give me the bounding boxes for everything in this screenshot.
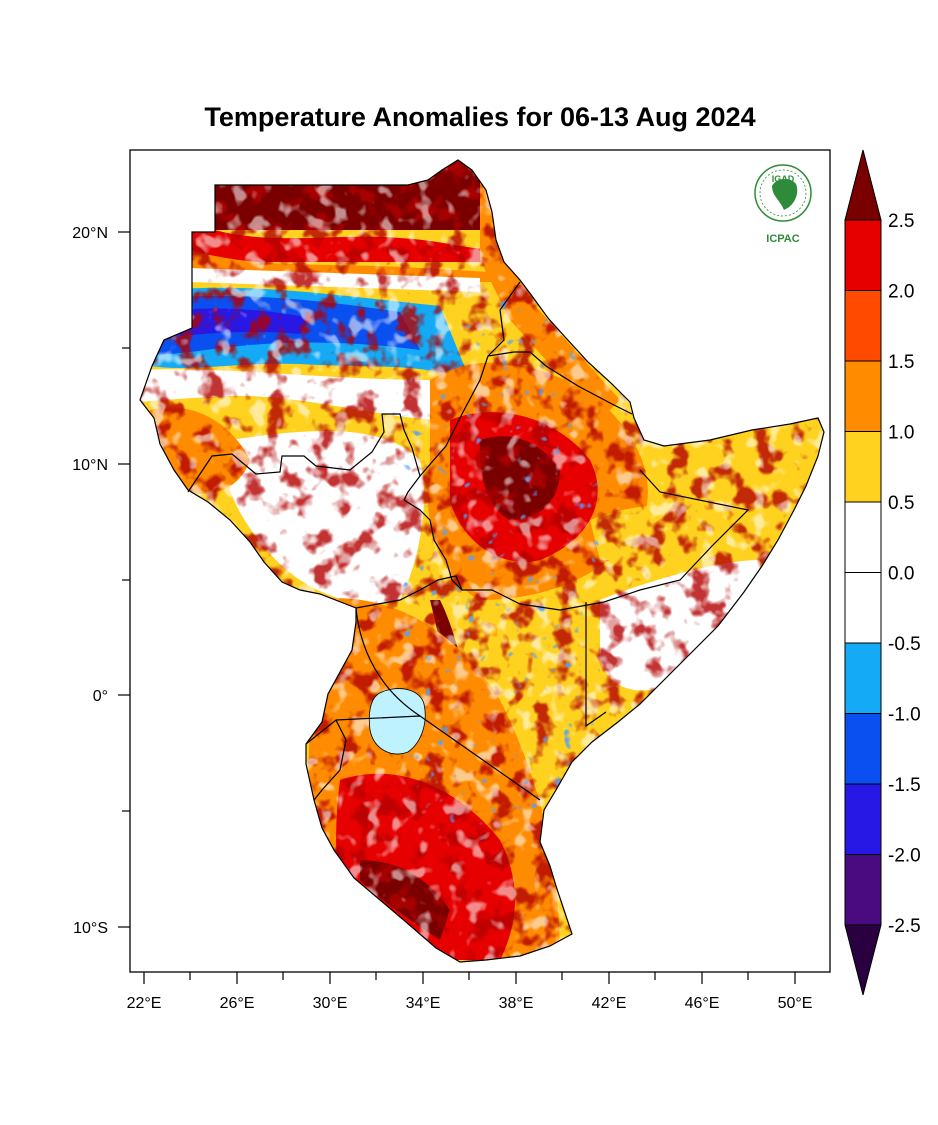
colorbar-swatch bbox=[844, 431, 882, 503]
colorbar bbox=[844, 149, 882, 996]
colorbar-swatch bbox=[844, 642, 882, 714]
colorbar-label: -1.5 bbox=[888, 775, 921, 796]
lake-victoria bbox=[368, 688, 426, 755]
colorbar-swatch bbox=[844, 572, 882, 644]
lon-tick-label: 26°E bbox=[220, 995, 255, 1012]
colorbar-labels: 2.5 2.0 1.5 1.0 0.5 0.0 -0.5 -1.0 -1.5 -2.0 -2.5 bbox=[888, 211, 921, 937]
igad-icpac-logo: IGAD ICPAC bbox=[754, 164, 812, 245]
lon-tick-label: 30°E bbox=[313, 995, 348, 1012]
lat-tick-label: 10°N bbox=[72, 457, 108, 474]
colorbar-label: 2.0 bbox=[888, 282, 914, 303]
colorbar-label: 2.5 bbox=[888, 211, 914, 232]
colorbar-swatch bbox=[844, 854, 882, 926]
lat-tick-label: 0° bbox=[93, 688, 108, 705]
lat-tick-label: 20°N bbox=[72, 225, 108, 242]
colorbar-label: 0.5 bbox=[888, 493, 914, 514]
colorbar-top-arrow bbox=[844, 149, 882, 221]
axis-ticks bbox=[118, 231, 796, 984]
lon-tick-label: 46°E bbox=[685, 995, 720, 1012]
lon-tick-label: 22°E bbox=[127, 995, 162, 1012]
lon-tick-labels: 22°E 26°E 30°E 34°E 38°E 42°E 46°E 50°E bbox=[127, 995, 813, 1012]
colorbar-swatch bbox=[844, 219, 882, 291]
lon-tick-label: 38°E bbox=[499, 995, 534, 1012]
colorbar-label: -1.0 bbox=[888, 705, 921, 726]
colorbar-swatch bbox=[844, 290, 882, 362]
colorbar-label: 1.0 bbox=[888, 423, 914, 444]
colorbar-label: -2.5 bbox=[888, 916, 921, 937]
lon-tick-label: 50°E bbox=[778, 995, 813, 1012]
colorbar-bottom-arrow bbox=[844, 924, 882, 996]
colorbar-label: 0.0 bbox=[888, 564, 914, 585]
lon-tick-label: 34°E bbox=[406, 995, 441, 1012]
colorbar-swatch bbox=[844, 360, 882, 432]
lat-tick-label: 10°S bbox=[73, 920, 108, 937]
logo-bottom-text: ICPAC bbox=[766, 233, 799, 245]
colorbar-label: -0.5 bbox=[888, 634, 921, 655]
colorbar-swatch bbox=[844, 501, 882, 573]
colorbar-swatch bbox=[844, 783, 882, 855]
colorbar-label: -2.0 bbox=[888, 846, 921, 867]
lon-tick-label: 42°E bbox=[592, 995, 627, 1012]
logo-top-text: IGAD bbox=[772, 174, 795, 184]
lat-tick-labels: 20°N 10°N 0° 10°S bbox=[72, 225, 108, 937]
colorbar-label: 1.5 bbox=[888, 352, 914, 373]
colorbar-swatch bbox=[844, 713, 882, 785]
map-title: Temperature Anomalies for 06-13 Aug 2024 bbox=[204, 102, 756, 132]
country-borders bbox=[139, 159, 825, 963]
